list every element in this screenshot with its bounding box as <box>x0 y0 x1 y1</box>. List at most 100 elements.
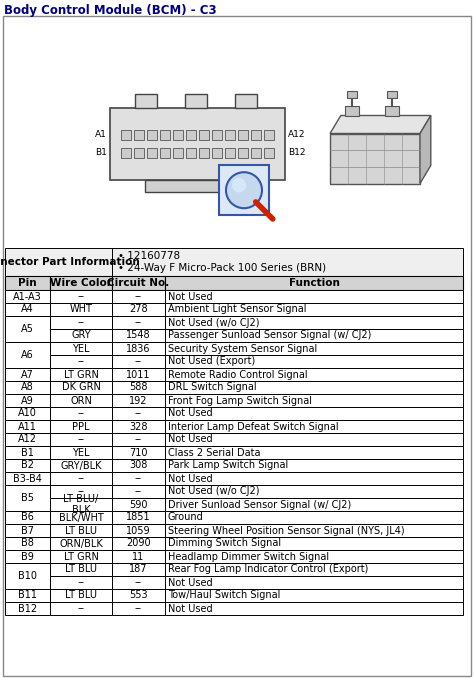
Text: Interior Lamp Defeat Switch Signal: Interior Lamp Defeat Switch Signal <box>168 422 338 431</box>
Text: Security System Sensor Signal: Security System Sensor Signal <box>168 344 317 353</box>
Text: 1851: 1851 <box>126 513 151 523</box>
Text: B12: B12 <box>288 148 306 157</box>
Bar <box>50 576 112 589</box>
Text: Connector Part Information: Connector Part Information <box>0 257 139 267</box>
Bar <box>165 329 463 342</box>
Bar <box>50 602 112 615</box>
Bar <box>112 589 165 602</box>
Text: A11: A11 <box>18 422 37 431</box>
Text: Steering Wheel Position Sensor Signal (NYS, JL4): Steering Wheel Position Sensor Signal (N… <box>168 525 405 536</box>
Bar <box>219 165 269 215</box>
Bar <box>112 576 165 589</box>
Text: Not Used: Not Used <box>168 292 213 302</box>
Bar <box>50 420 112 433</box>
Text: --: -- <box>78 317 84 327</box>
Text: --: -- <box>135 357 142 367</box>
Text: A4: A4 <box>21 304 34 315</box>
Bar <box>112 472 165 485</box>
Bar <box>112 524 165 537</box>
Text: Class 2 Serial Data: Class 2 Serial Data <box>168 447 261 458</box>
Bar <box>165 576 463 589</box>
Bar <box>212 129 222 140</box>
Text: --: -- <box>135 473 142 483</box>
Bar <box>110 108 285 180</box>
Polygon shape <box>420 115 431 184</box>
Text: 1059: 1059 <box>126 525 151 536</box>
Bar <box>50 368 112 381</box>
Bar <box>5 420 50 433</box>
Text: LT BLU: LT BLU <box>65 525 97 536</box>
Text: LT GRN: LT GRN <box>64 370 99 380</box>
Bar <box>165 276 463 290</box>
Text: Rear Fog Lamp Indicator Control (Export): Rear Fog Lamp Indicator Control (Export) <box>168 565 368 574</box>
Text: B6: B6 <box>21 513 34 523</box>
Text: Not Used (w/o CJ2): Not Used (w/o CJ2) <box>168 317 259 327</box>
Text: 1011: 1011 <box>126 370 151 380</box>
Text: Circuit No.: Circuit No. <box>108 278 170 288</box>
Bar <box>112 433 165 446</box>
Text: B7: B7 <box>21 525 34 536</box>
Bar <box>165 316 463 329</box>
Bar <box>5 446 50 459</box>
Text: Ambient Light Sensor Signal: Ambient Light Sensor Signal <box>168 304 307 315</box>
Bar <box>165 589 463 602</box>
Text: DRL Switch Signal: DRL Switch Signal <box>168 382 256 393</box>
Text: B9: B9 <box>21 551 34 561</box>
Bar <box>5 459 50 472</box>
Bar <box>165 368 463 381</box>
Circle shape <box>232 178 246 193</box>
Bar <box>5 290 50 303</box>
Bar <box>112 498 165 511</box>
Text: 11: 11 <box>132 551 145 561</box>
Text: • 12160778
• 24-Way F Micro-Pack 100 Series (BRN): • 12160778 • 24-Way F Micro-Pack 100 Ser… <box>118 252 326 273</box>
Bar <box>50 381 112 394</box>
Text: Not Used: Not Used <box>168 409 213 418</box>
Bar <box>251 129 261 140</box>
Text: YEL: YEL <box>72 447 90 458</box>
Text: A7: A7 <box>21 370 34 380</box>
Text: ORN: ORN <box>70 395 92 405</box>
Bar <box>165 550 463 563</box>
Bar <box>5 602 50 615</box>
Text: Not Used: Not Used <box>168 578 213 588</box>
Text: 553: 553 <box>129 591 148 601</box>
Bar <box>160 129 170 140</box>
Text: Wire Color: Wire Color <box>50 278 112 288</box>
Bar <box>5 537 50 550</box>
Text: A6: A6 <box>21 350 34 360</box>
Bar <box>165 433 463 446</box>
Text: A12: A12 <box>288 130 306 139</box>
Bar <box>385 106 399 115</box>
Bar <box>5 589 50 602</box>
Text: A12: A12 <box>18 435 37 445</box>
Bar <box>238 129 248 140</box>
Text: LT BLU: LT BLU <box>65 591 97 601</box>
Bar <box>186 129 196 140</box>
Text: Not Used: Not Used <box>168 435 213 445</box>
Text: Remote Radio Control Signal: Remote Radio Control Signal <box>168 370 308 380</box>
Bar <box>112 290 165 303</box>
Text: LT BLU/
BLK: LT BLU/ BLK <box>64 494 99 515</box>
Text: Park Lamp Switch Signal: Park Lamp Switch Signal <box>168 460 288 471</box>
Text: WHT: WHT <box>70 304 92 315</box>
Bar <box>212 148 222 157</box>
Bar <box>50 550 112 563</box>
Bar <box>165 381 463 394</box>
Text: Driver Sunload Sensor Signal (w/ CJ2): Driver Sunload Sensor Signal (w/ CJ2) <box>168 500 351 509</box>
Bar <box>165 420 463 433</box>
Text: Dimming Switch Signal: Dimming Switch Signal <box>168 538 281 549</box>
Text: B3-B4: B3-B4 <box>13 473 42 483</box>
Text: Not Used (Export): Not Used (Export) <box>168 357 255 367</box>
Text: --: -- <box>78 409 84 418</box>
Bar <box>165 537 463 550</box>
Bar <box>5 407 50 420</box>
Text: PPL: PPL <box>72 422 90 431</box>
Bar <box>112 303 165 316</box>
Text: A1: A1 <box>95 130 107 139</box>
Bar <box>134 148 144 157</box>
Bar <box>50 511 112 524</box>
Text: --: -- <box>135 578 142 588</box>
Polygon shape <box>330 115 431 134</box>
Bar <box>112 563 165 576</box>
Bar <box>173 148 183 157</box>
